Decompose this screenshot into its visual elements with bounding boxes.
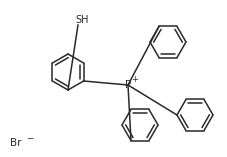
Text: P: P (124, 80, 131, 90)
Text: Br: Br (10, 138, 21, 148)
Text: SH: SH (75, 15, 88, 25)
Text: −: − (26, 133, 33, 143)
Text: +: + (131, 76, 137, 84)
